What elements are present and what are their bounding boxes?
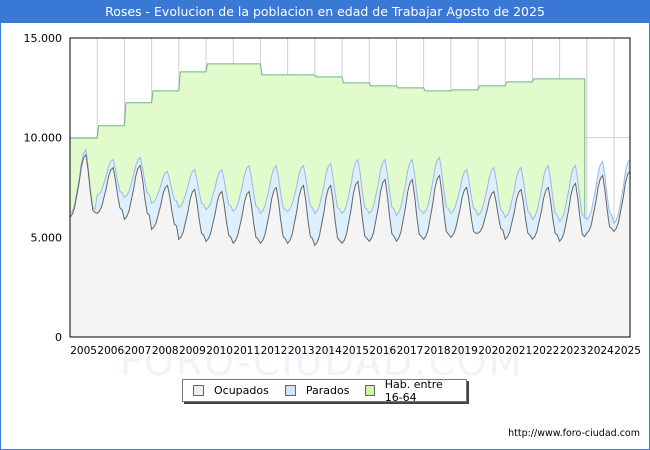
y-axis-labels: 0 5.000 10.000 15.000 <box>24 32 63 344</box>
data-areas <box>69 63 631 338</box>
legend-swatch-ocupados <box>193 385 204 396</box>
svg-text:2023: 2023 <box>560 345 587 357</box>
svg-text:2006: 2006 <box>97 345 124 357</box>
svg-text:2017: 2017 <box>397 345 424 357</box>
chart-legend: Ocupados Parados Hab. entre 16-64 <box>182 378 467 404</box>
watermark: FORO-CIUDAD.COM <box>120 340 524 384</box>
svg-text:15.000: 15.000 <box>24 32 63 45</box>
svg-text:2014: 2014 <box>315 345 342 357</box>
svg-text:2009: 2009 <box>179 345 206 357</box>
chart-title: Roses - Evolucion de la poblacion en eda… <box>0 0 650 23</box>
svg-text:2013: 2013 <box>288 345 315 357</box>
svg-text:2016: 2016 <box>369 345 396 357</box>
svg-text:2019: 2019 <box>451 345 478 357</box>
svg-text:2021: 2021 <box>505 345 532 357</box>
legend-swatch-hab <box>365 385 375 396</box>
legend-swatch-parados <box>284 385 296 396</box>
legend-item-hab: Hab. entre 16-64 <box>365 378 460 404</box>
svg-text:2010: 2010 <box>206 345 233 357</box>
svg-text:2008: 2008 <box>152 345 179 357</box>
svg-text:2018: 2018 <box>424 345 451 357</box>
legend-item-parados: Parados <box>284 384 350 397</box>
svg-text:2024: 2024 <box>587 345 614 357</box>
svg-text:2025: 2025 <box>614 345 641 357</box>
legend-label-hab: Hab. entre 16-64 <box>384 377 443 404</box>
svg-text:2012: 2012 <box>261 345 288 357</box>
svg-text:2022: 2022 <box>533 345 560 357</box>
svg-text:2007: 2007 <box>125 345 152 357</box>
x-axis-labels: 2005 2006 2007 2008 2009 2010 2011 2012 2013 2014… <box>70 345 641 357</box>
svg-text:10.000: 10.000 <box>24 132 63 145</box>
svg-text:0: 0 <box>55 331 62 344</box>
legend-label-ocupados: Ocupados <box>214 384 269 397</box>
svg-text:5.000: 5.000 <box>31 231 63 244</box>
legend-label-parados: Parados <box>305 384 350 397</box>
svg-text:2011: 2011 <box>233 345 260 357</box>
source-url: http://www.foro-ciudad.com <box>508 428 640 439</box>
axes <box>69 37 631 338</box>
svg-text:2005: 2005 <box>70 345 97 357</box>
svg-text:2020: 2020 <box>478 345 505 357</box>
legend-item-ocupados: Ocupados <box>193 384 269 397</box>
svg-text:2015: 2015 <box>342 345 369 357</box>
